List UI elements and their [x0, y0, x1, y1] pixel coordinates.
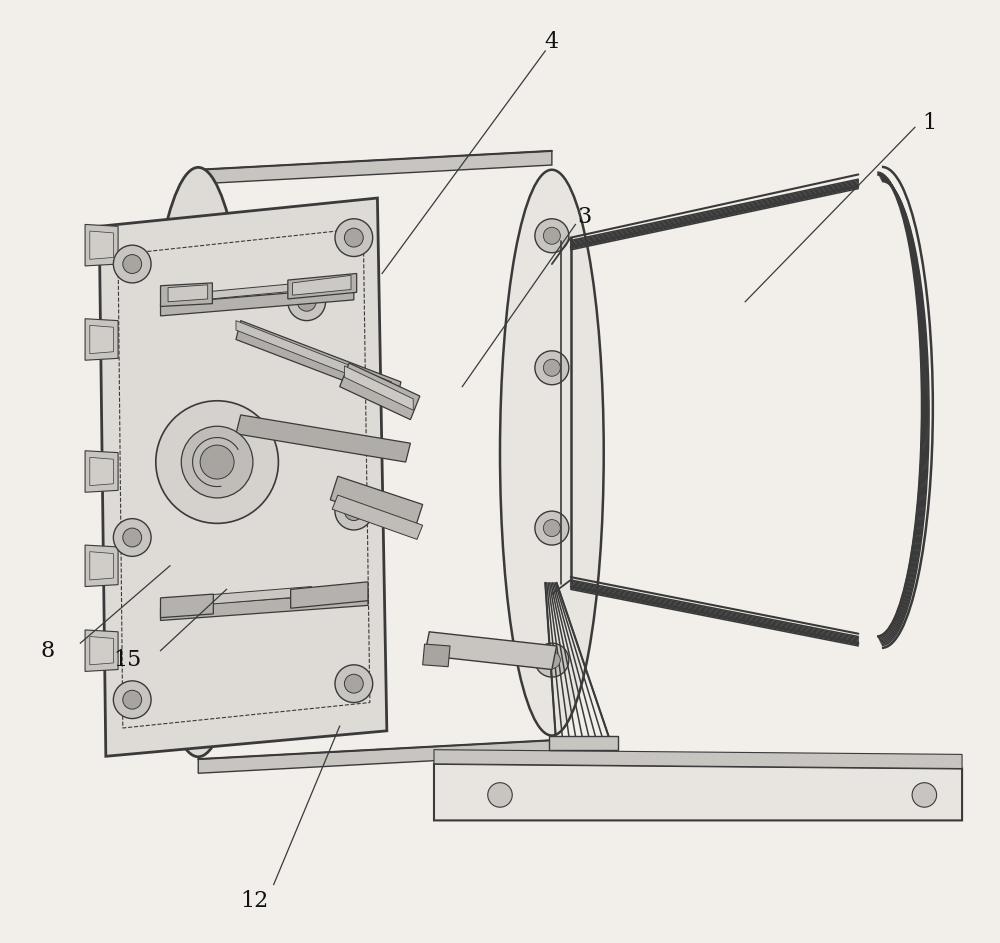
Polygon shape [344, 366, 413, 410]
Circle shape [212, 453, 231, 472]
Polygon shape [330, 476, 423, 528]
Polygon shape [90, 325, 113, 354]
Polygon shape [340, 363, 420, 420]
Polygon shape [168, 285, 208, 302]
Polygon shape [288, 273, 357, 299]
Polygon shape [161, 592, 368, 620]
Circle shape [535, 219, 569, 253]
Text: 8: 8 [40, 639, 54, 662]
Polygon shape [236, 415, 410, 462]
Polygon shape [161, 587, 311, 608]
Polygon shape [198, 740, 552, 773]
Circle shape [123, 255, 142, 273]
Polygon shape [434, 764, 962, 820]
Text: 12: 12 [241, 889, 269, 912]
Polygon shape [423, 644, 450, 667]
Polygon shape [198, 151, 552, 184]
Polygon shape [291, 582, 368, 608]
Polygon shape [332, 495, 423, 539]
Circle shape [543, 520, 560, 537]
Circle shape [535, 643, 569, 677]
Polygon shape [425, 632, 557, 670]
Polygon shape [99, 198, 387, 756]
Polygon shape [161, 283, 212, 306]
Circle shape [344, 502, 363, 521]
Polygon shape [85, 224, 118, 266]
Circle shape [203, 443, 241, 481]
Ellipse shape [144, 168, 252, 756]
Circle shape [113, 245, 151, 283]
Polygon shape [90, 552, 113, 580]
Polygon shape [90, 457, 113, 486]
Circle shape [335, 219, 373, 256]
Circle shape [912, 783, 937, 807]
Polygon shape [85, 545, 118, 587]
Text: 1: 1 [922, 111, 936, 134]
Circle shape [535, 511, 569, 545]
Circle shape [113, 519, 151, 556]
Polygon shape [85, 451, 118, 492]
Circle shape [335, 665, 373, 703]
Circle shape [200, 445, 234, 479]
Circle shape [543, 652, 560, 669]
Circle shape [543, 227, 560, 244]
Circle shape [535, 351, 569, 385]
Ellipse shape [500, 170, 604, 736]
Circle shape [123, 690, 142, 709]
Polygon shape [85, 319, 118, 360]
Polygon shape [434, 750, 962, 769]
Polygon shape [161, 283, 302, 304]
Circle shape [344, 228, 363, 247]
Text: 15: 15 [113, 649, 142, 671]
Polygon shape [293, 275, 351, 295]
Circle shape [156, 401, 278, 523]
Polygon shape [85, 630, 118, 671]
Circle shape [297, 292, 316, 311]
Circle shape [113, 681, 151, 719]
Circle shape [123, 528, 142, 547]
Circle shape [335, 492, 373, 530]
Circle shape [543, 359, 560, 376]
Circle shape [288, 283, 326, 321]
Polygon shape [236, 321, 392, 391]
Polygon shape [90, 231, 113, 259]
Text: 4: 4 [545, 31, 559, 54]
Polygon shape [161, 288, 354, 316]
Text: 3: 3 [578, 206, 592, 228]
Polygon shape [161, 594, 213, 618]
Polygon shape [236, 321, 401, 401]
Polygon shape [549, 736, 618, 750]
Circle shape [181, 426, 253, 498]
Circle shape [488, 783, 512, 807]
Circle shape [344, 674, 363, 693]
Polygon shape [90, 637, 113, 665]
